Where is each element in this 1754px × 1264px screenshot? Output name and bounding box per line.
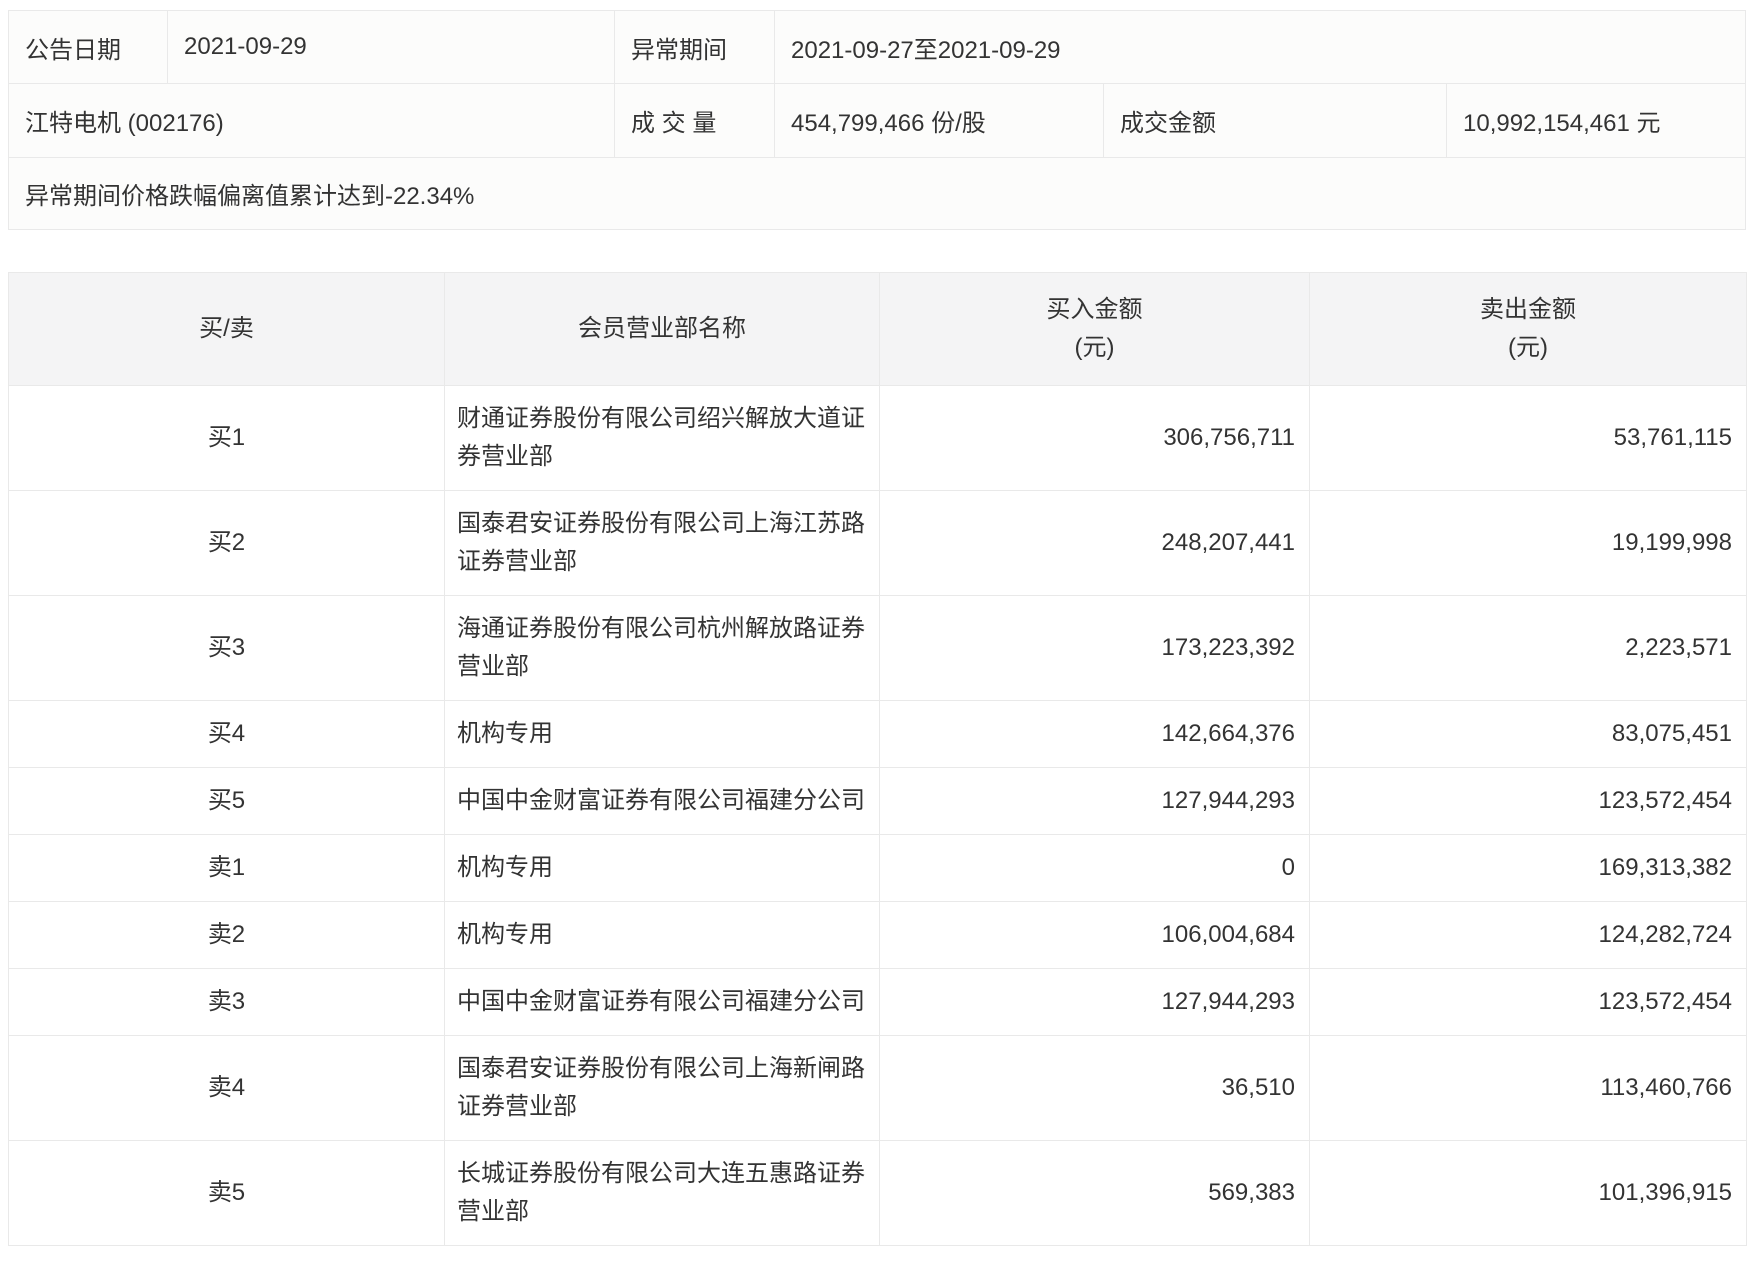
header-row: 买/卖 会员营业部名称 买入金额 (元) 卖出金额 (元) bbox=[8, 272, 1747, 386]
buy-amount-cell: 248,207,441 bbox=[879, 490, 1310, 596]
buy-amount-cell: 173,223,392 bbox=[879, 595, 1310, 701]
stock-name: 江特电机 (002176) bbox=[25, 110, 224, 137]
abnormal-period-label: 异常期间 bbox=[614, 11, 774, 83]
side-cell: 买2 bbox=[8, 490, 445, 596]
column-header-buy: 买入金额 (元) bbox=[879, 272, 1310, 386]
table-row: 卖2 机构专用 106,004,684 124,282,724 bbox=[8, 901, 1747, 969]
sell-amount-cell: 123,572,454 bbox=[1309, 968, 1747, 1036]
column-header-sell-title: 卖出金额 bbox=[1480, 296, 1576, 323]
turnover-value: 10,992,154,461 元 bbox=[1446, 84, 1745, 157]
column-header-buy-unit: (元) bbox=[1074, 334, 1115, 361]
sell-amount-cell: 124,282,724 bbox=[1309, 901, 1747, 969]
sell-amount-cell: 19,199,998 bbox=[1309, 490, 1747, 596]
announce-date-label: 公告日期 bbox=[25, 36, 121, 64]
table-row: 买3 海通证券股份有限公司杭州解放路证券营业部 173,223,392 2,22… bbox=[8, 595, 1747, 701]
branch-cell: 机构专用 bbox=[444, 834, 880, 902]
side-cell: 买4 bbox=[8, 700, 445, 768]
table-row: 卖4 国泰君安证券股份有限公司上海新闸路证券营业部 36,510 113,460… bbox=[8, 1035, 1747, 1141]
branch-cell: 海通证券股份有限公司杭州解放路证券营业部 bbox=[444, 595, 880, 701]
side-cell: 买3 bbox=[8, 595, 445, 701]
announce-date-value: 2021-09-29 bbox=[167, 11, 614, 83]
side-cell: 卖3 bbox=[8, 968, 445, 1036]
summary-section: 公告日期 2021-09-29 异常期间 2021-09-27至2021-09-… bbox=[8, 10, 1746, 230]
buy-amount-cell: 0 bbox=[879, 834, 1310, 902]
abnormal-period-value: 2021-09-27至2021-09-29 bbox=[774, 11, 1745, 83]
branch-cell: 长城证券股份有限公司大连五惠路证券营业部 bbox=[444, 1140, 880, 1246]
summary-row-2: 江特电机 (002176) 成 交 量 454,799,466 份/股 成交金额… bbox=[9, 83, 1745, 157]
turnover-label: 成交金额 bbox=[1103, 84, 1446, 157]
buy-amount-cell: 569,383 bbox=[879, 1140, 1310, 1246]
table-row: 卖5 长城证券股份有限公司大连五惠路证券营业部 569,383 101,396,… bbox=[8, 1140, 1747, 1246]
sell-amount-cell: 83,075,451 bbox=[1309, 700, 1747, 768]
branch-cell: 机构专用 bbox=[444, 700, 880, 768]
column-header-branch: 会员营业部名称 bbox=[444, 272, 880, 386]
side-cell: 卖5 bbox=[8, 1140, 445, 1246]
sell-amount-cell: 123,572,454 bbox=[1309, 767, 1747, 835]
summary-row-3: 异常期间价格跌幅偏离值累计达到-22.34% bbox=[9, 157, 1745, 229]
table-row: 买5 中国中金财富证券有限公司福建分公司 127,944,293 123,572… bbox=[8, 767, 1747, 835]
side-cell: 卖2 bbox=[8, 901, 445, 969]
table-row: 买4 机构专用 142,664,376 83,075,451 bbox=[8, 700, 1747, 768]
buy-amount-cell: 36,510 bbox=[879, 1035, 1310, 1141]
sell-amount-cell: 101,396,915 bbox=[1309, 1140, 1747, 1246]
column-header-sell-unit: (元) bbox=[1508, 334, 1548, 361]
sell-amount-cell: 2,223,571 bbox=[1309, 595, 1747, 701]
column-header-buy-title: 买入金额 bbox=[1046, 296, 1143, 323]
branch-cell: 国泰君安证券股份有限公司上海江苏路证券营业部 bbox=[444, 490, 880, 596]
sell-amount-cell: 169,313,382 bbox=[1309, 834, 1747, 902]
buy-amount-cell: 127,944,293 bbox=[879, 968, 1310, 1036]
deviation-note: 异常期间价格跌幅偏离值累计达到-22.34% bbox=[25, 183, 475, 210]
table-row: 卖3 中国中金财富证券有限公司福建分公司 127,944,293 123,572… bbox=[8, 968, 1747, 1036]
volume-label: 成 交 量 bbox=[614, 84, 774, 157]
table-row: 卖1 机构专用 0 169,313,382 bbox=[8, 834, 1747, 902]
side-cell: 买5 bbox=[8, 767, 445, 835]
table-row: 买2 国泰君安证券股份有限公司上海江苏路证券营业部 248,207,441 19… bbox=[8, 490, 1747, 596]
buy-amount-cell: 306,756,711 bbox=[879, 385, 1310, 491]
buy-amount-cell: 127,944,293 bbox=[879, 767, 1310, 835]
branch-cell: 中国中金财富证券有限公司福建分公司 bbox=[444, 968, 880, 1036]
sell-amount-cell: 53,761,115 bbox=[1309, 385, 1747, 491]
buy-amount-cell: 142,664,376 bbox=[879, 700, 1310, 768]
side-cell: 卖1 bbox=[8, 834, 445, 902]
branch-cell: 财通证券股份有限公司绍兴解放大道证券营业部 bbox=[444, 385, 880, 491]
rank-table-body: 买1 财通证券股份有限公司绍兴解放大道证券营业部 306,756,711 53,… bbox=[8, 385, 1747, 1246]
branch-cell: 机构专用 bbox=[444, 901, 880, 969]
summary-row-1: 公告日期 2021-09-29 异常期间 2021-09-27至2021-09-… bbox=[9, 11, 1745, 83]
table-row: 买1 财通证券股份有限公司绍兴解放大道证券营业部 306,756,711 53,… bbox=[8, 385, 1747, 491]
side-cell: 卖4 bbox=[8, 1035, 445, 1141]
column-header-branch-title: 会员营业部名称 bbox=[578, 315, 746, 342]
rank-table: 买/卖 会员营业部名称 买入金额 (元) 卖出金额 (元) 买1 财通证券股份有… bbox=[8, 272, 1747, 1246]
column-header-side: 买/卖 bbox=[8, 272, 445, 386]
volume-value: 454,799,466 份/股 bbox=[774, 84, 1103, 157]
branch-cell: 国泰君安证券股份有限公司上海新闸路证券营业部 bbox=[444, 1035, 880, 1141]
column-header-side-title: 买/卖 bbox=[199, 315, 254, 342]
column-header-sell: 卖出金额 (元) bbox=[1309, 272, 1747, 386]
sell-amount-cell: 113,460,766 bbox=[1309, 1035, 1747, 1141]
branch-cell: 中国中金财富证券有限公司福建分公司 bbox=[444, 767, 880, 835]
rank-table-header: 买/卖 会员营业部名称 买入金额 (元) 卖出金额 (元) bbox=[8, 272, 1747, 386]
side-cell: 买1 bbox=[8, 385, 445, 491]
buy-amount-cell: 106,004,684 bbox=[879, 901, 1310, 969]
